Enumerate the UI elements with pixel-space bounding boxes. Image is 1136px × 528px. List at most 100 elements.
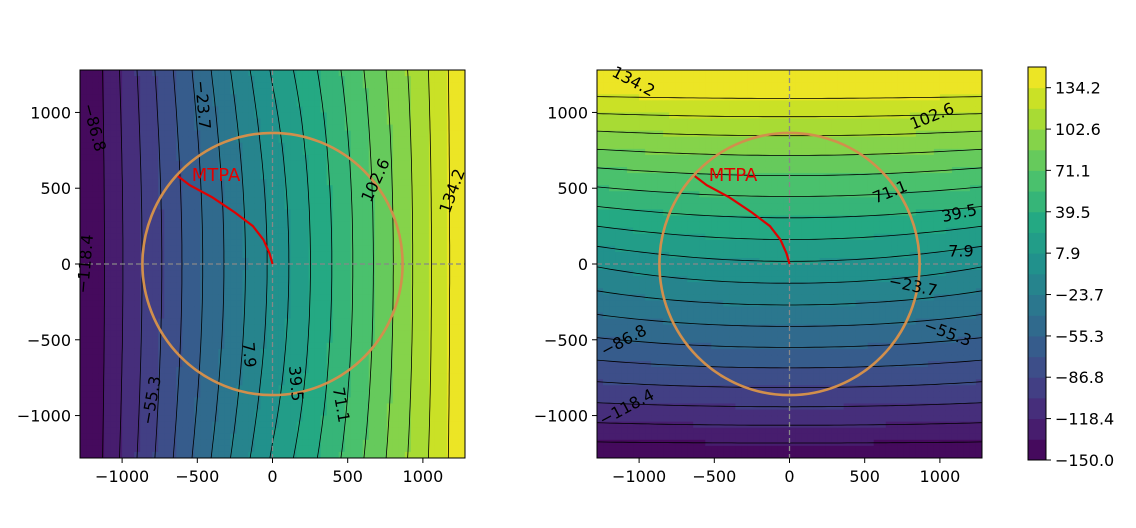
field-cell (212, 167, 219, 174)
field-cell (290, 403, 298, 411)
field-cell (458, 191, 465, 198)
field-cell (260, 203, 268, 211)
field-cell (621, 427, 628, 435)
field-cell (416, 112, 424, 120)
field-cell (362, 288, 370, 295)
field-cell (224, 439, 231, 447)
field-cell (320, 445, 328, 453)
field-cell (350, 197, 358, 204)
field-cell (182, 209, 189, 217)
field-cell (272, 294, 280, 301)
field-cell (242, 173, 250, 180)
field-cell (440, 233, 448, 241)
field-cell (434, 433, 442, 441)
field-cell (621, 160, 628, 168)
field-cell (80, 88, 87, 95)
field-cell (134, 300, 141, 308)
field-cell (609, 239, 616, 247)
field-cell (122, 397, 129, 405)
field-cell (272, 385, 280, 392)
field-cell (440, 415, 448, 423)
field-cell (446, 257, 454, 265)
field-cell (86, 427, 93, 435)
field-cell (140, 221, 147, 229)
field-cell (645, 391, 652, 398)
field-cell (428, 318, 436, 326)
field-cell (188, 433, 195, 441)
field-cell (110, 397, 117, 405)
field-cell (458, 264, 465, 271)
field-cell (128, 282, 135, 289)
field-cell (633, 361, 640, 368)
field-cell (603, 148, 610, 156)
field-cell (452, 318, 460, 326)
field-cell (236, 439, 244, 447)
field-cell (458, 136, 465, 144)
field-cell (188, 379, 195, 386)
field-cell (344, 106, 352, 114)
field-cell (80, 379, 87, 386)
field-cell (416, 257, 424, 265)
field-cell (320, 100, 328, 107)
field-cell (254, 154, 262, 162)
field-cell (224, 70, 231, 77)
field-cell (290, 239, 298, 247)
field-cell (164, 445, 171, 453)
field-cell (669, 330, 676, 338)
field-cell (597, 451, 604, 458)
field-cell (98, 82, 105, 89)
field-cell (218, 130, 225, 138)
field-cell (669, 439, 676, 447)
field-cell (446, 251, 454, 259)
field-cell (110, 379, 117, 386)
field-cell (386, 76, 394, 83)
field-cell (404, 100, 412, 107)
field-cell (236, 361, 244, 368)
field-cell (92, 82, 99, 89)
field-cell (603, 397, 610, 405)
field-cell (615, 270, 622, 277)
field-cell (260, 415, 268, 423)
field-cell (386, 209, 394, 217)
field-cell (152, 239, 159, 247)
field-cell (338, 203, 346, 211)
field-cell (458, 421, 465, 429)
field-cell (392, 142, 400, 150)
field-cell (669, 367, 676, 374)
field-cell (621, 403, 628, 411)
field-cell (645, 276, 652, 283)
field-cell (320, 94, 328, 101)
field-cell (645, 264, 652, 271)
field-cell (146, 336, 153, 344)
field-cell (116, 324, 123, 332)
field-cell (374, 179, 382, 186)
field-cell (404, 264, 412, 271)
field-cell (332, 130, 340, 138)
field-cell (458, 288, 465, 295)
field-cell (122, 306, 129, 314)
field-cell (458, 94, 465, 101)
field-cell (140, 391, 147, 398)
field-cell (422, 354, 430, 362)
field-cell (639, 336, 646, 344)
field-cell (609, 70, 616, 77)
field-cell (392, 88, 400, 95)
field-cell (224, 215, 231, 223)
field-cell (398, 288, 406, 295)
field-cell (615, 221, 622, 229)
field-cell (92, 282, 99, 289)
field-cell (380, 397, 388, 405)
field-cell (651, 251, 658, 259)
field-cell (422, 76, 430, 83)
field-cell (639, 203, 646, 211)
field-cell (110, 294, 117, 301)
field-cell (663, 385, 670, 392)
field-cell (398, 82, 406, 89)
field-cell (452, 403, 460, 411)
field-cell (242, 167, 250, 174)
contour-line (172, 70, 183, 458)
field-cell (320, 367, 328, 374)
field-cell (633, 124, 640, 132)
field-cell (110, 227, 117, 235)
field-cell (296, 124, 304, 132)
